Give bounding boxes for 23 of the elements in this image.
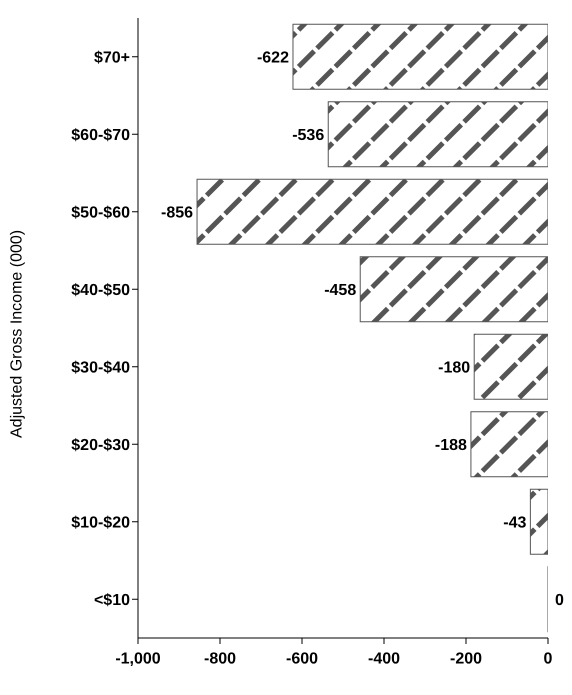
data-label: -180	[438, 360, 470, 377]
data-label: -458	[324, 282, 356, 300]
y-tick-label: $10-$20	[71, 514, 130, 532]
x-tick-label: -200	[450, 650, 482, 668]
y-tick-label: $20-$30	[71, 436, 130, 454]
x-tick-label: -600	[286, 650, 318, 668]
data-label: -188	[434, 437, 468, 454]
y-tick-label: $50-$60	[71, 204, 130, 222]
y-tick-label: <$10	[94, 592, 130, 609]
data-label: -622	[256, 50, 290, 67]
y-tick-label: $30-$40	[71, 359, 130, 376]
data-label: -856	[161, 204, 194, 222]
y-axis-title: Adjusted Gross Income (000)	[8, 230, 26, 438]
data-label: 0	[555, 592, 564, 610]
y-tick-label: $40-$50	[71, 282, 130, 299]
x-tick-label: -800	[204, 650, 236, 668]
x-tick-label: 0	[544, 650, 553, 668]
y-tick-label: $60-$70	[71, 126, 130, 144]
x-tick-label: -1,000	[115, 650, 161, 668]
data-label: -43	[503, 514, 526, 532]
y-tick-label: $70+	[94, 49, 130, 66]
data-label: -536	[292, 127, 324, 144]
x-tick-label: -400	[368, 650, 400, 668]
